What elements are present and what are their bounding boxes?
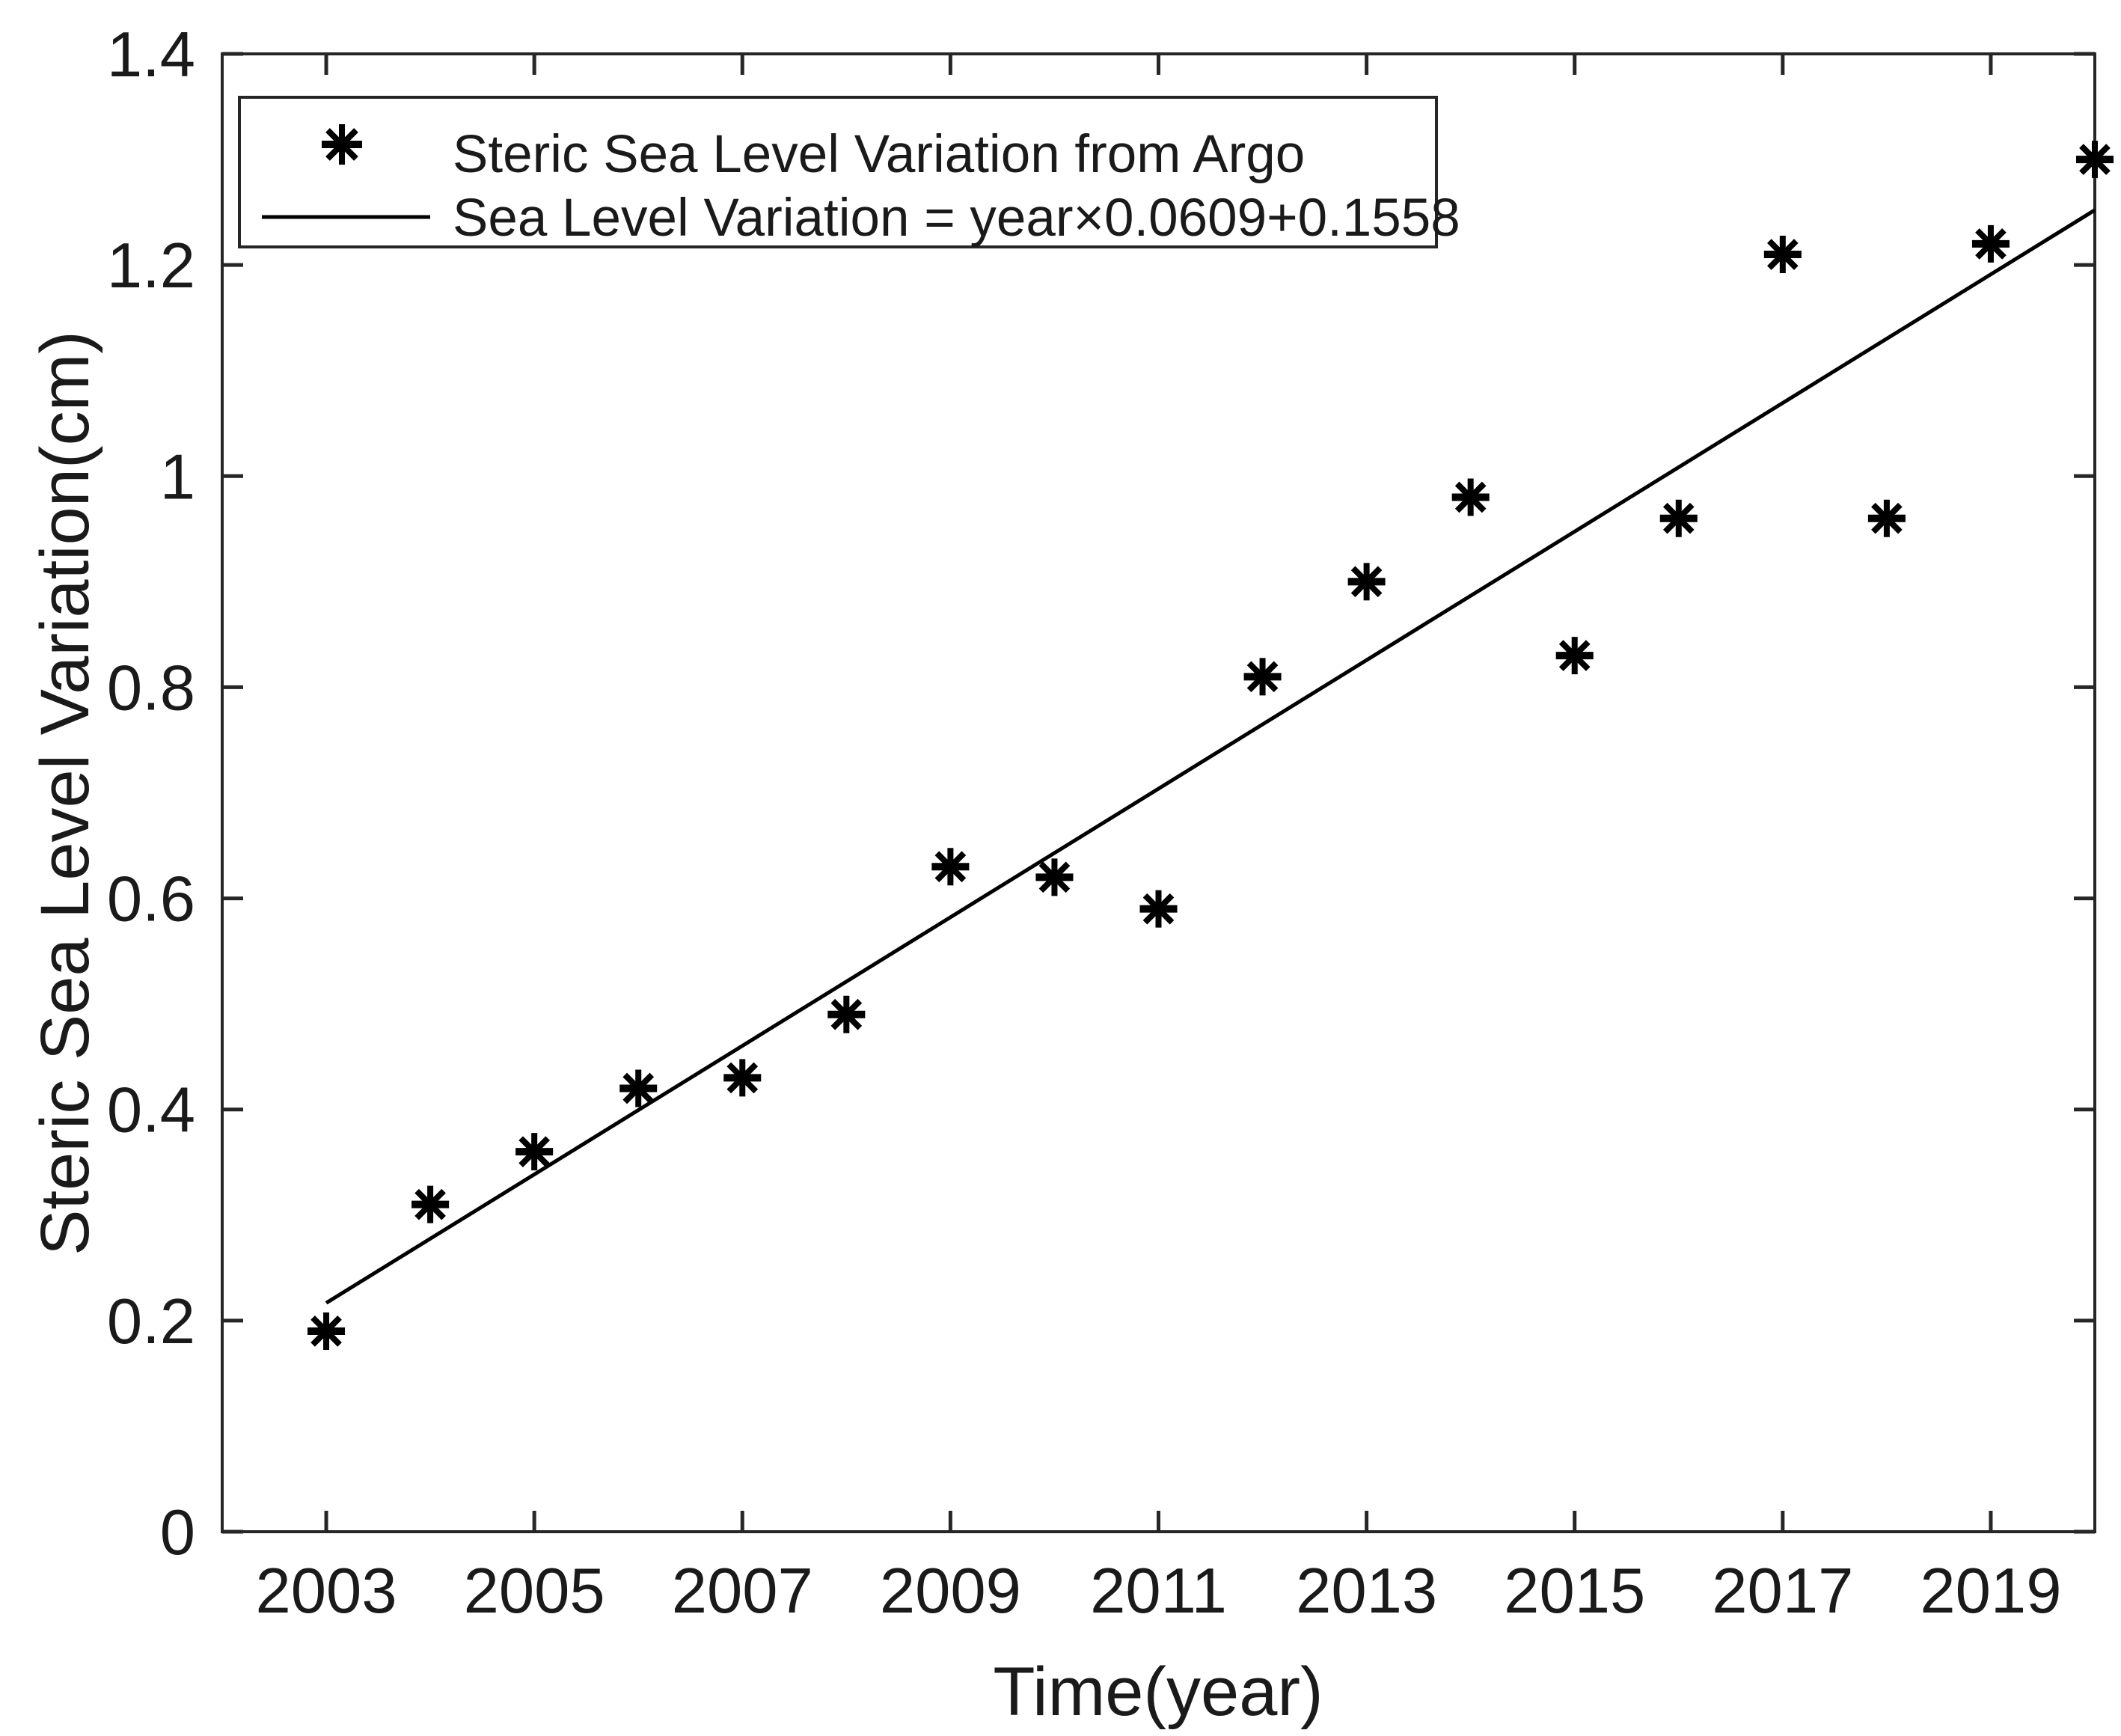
asterisk-ray — [726, 1062, 759, 1094]
asterisk-ray — [1767, 239, 1799, 270]
scatter-point — [411, 1185, 450, 1223]
x-tick-label: 2013 — [1296, 1556, 1437, 1627]
asterisk-ray — [1246, 661, 1279, 693]
scatter-point — [1659, 499, 1698, 537]
asterisk-ray — [310, 1315, 342, 1347]
scatter-point — [619, 1069, 658, 1107]
scatter-point — [1763, 236, 1802, 274]
asterisk-ray — [1871, 502, 1903, 534]
scatter-point — [2076, 141, 2114, 179]
asterisk-marker-icon — [322, 124, 362, 165]
asterisk-ray — [518, 1136, 550, 1167]
asterisk-ray — [2079, 144, 2111, 175]
x-tick-label: 2017 — [1712, 1556, 1853, 1627]
scatter-point — [1971, 224, 2010, 263]
scatter-point — [1867, 499, 1906, 537]
x-axis-ticks: 2003 2005 2007 2009 2011 2013 2015 2017 2019 — [256, 54, 2061, 1627]
x-tick-label: 2005 — [464, 1556, 605, 1627]
asterisk-ray — [1975, 228, 2007, 260]
scatter-point — [1555, 637, 1594, 675]
scatter-point — [307, 1312, 346, 1350]
scatter-point — [1035, 858, 1074, 896]
y-tick-label: 0.6 — [107, 864, 195, 935]
x-tick-label: 2007 — [672, 1556, 813, 1627]
scatter-point — [723, 1059, 762, 1097]
x-tick-label: 2003 — [256, 1556, 397, 1627]
legend-box — [238, 96, 1438, 248]
y-tick-label: 1.4 — [107, 19, 195, 91]
x-axis-label: Time(year) — [993, 1654, 1323, 1730]
trend-line-group — [325, 208, 2096, 1305]
x-tick-label: 2011 — [1090, 1556, 1227, 1627]
x-tick-label: 2009 — [880, 1556, 1021, 1627]
asterisk-ray — [1038, 861, 1071, 893]
x-tick-label: 2015 — [1504, 1556, 1645, 1627]
scatter-series — [307, 141, 2114, 1350]
asterisk-ray — [1142, 893, 1175, 925]
y-tick-label: 1.2 — [107, 230, 195, 302]
asterisk-ray — [622, 1072, 655, 1104]
legend-entry-label: Steric Sea Level Variation from Argo — [453, 125, 1305, 184]
scatter-point — [931, 848, 970, 886]
asterisk-ray — [934, 851, 967, 883]
asterisk-ray — [1662, 502, 1695, 534]
y-tick-label: 0 — [160, 1497, 195, 1568]
asterisk-ray — [1454, 481, 1487, 513]
y-tick-label: 0.4 — [107, 1075, 195, 1146]
scatter-point — [1451, 478, 1490, 516]
x-tick-label: 2019 — [1920, 1556, 2061, 1627]
trend-line — [325, 208, 2096, 1305]
legend: Steric Sea Level Variation from Argo Sea… — [238, 96, 1460, 248]
legend-entry-label: Sea Level Variation = year×0.0609+0.1558 — [453, 189, 1460, 248]
plot-border — [221, 52, 2096, 1533]
scatter-point — [1243, 658, 1282, 696]
asterisk-ray — [1558, 640, 1591, 671]
y-tick-label: 0.8 — [107, 652, 195, 724]
asterisk-ray — [1350, 566, 1383, 598]
asterisk-ray — [414, 1188, 446, 1220]
y-tick-label: 0.2 — [107, 1286, 195, 1357]
scatter-point — [1347, 563, 1386, 601]
y-axis-label: Steric Sea Level Variation(cm) — [27, 331, 103, 1256]
y-tick-label: 1 — [160, 441, 195, 513]
scatter-point — [1139, 890, 1178, 928]
scatter-point — [515, 1133, 554, 1171]
scatter-point — [827, 995, 866, 1033]
asterisk-ray — [830, 998, 863, 1030]
y-axis-ticks: 0 0.2 0.4 0.6 0.8 1 1.2 1.4 — [107, 19, 2095, 1568]
